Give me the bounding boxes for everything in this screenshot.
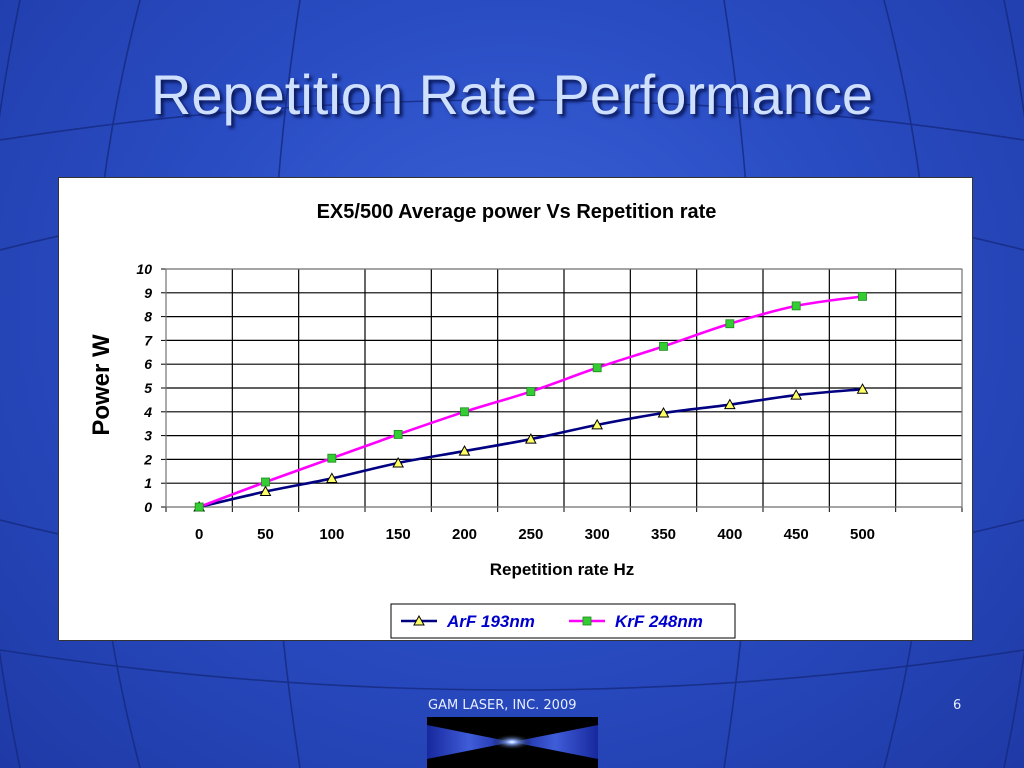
x-tick-label: 500 <box>850 526 875 543</box>
y-tick-label: 10 <box>136 261 152 277</box>
laser-logo-image <box>427 717 598 768</box>
series-2-point <box>194 502 204 512</box>
series-2-point <box>858 291 867 301</box>
series-2-point <box>526 387 536 396</box>
series-1-point <box>657 406 670 418</box>
x-axis-label: Repetition rate Hz <box>490 560 635 579</box>
series-1-point <box>458 445 471 456</box>
legend <box>390 603 736 639</box>
series-2-point <box>592 363 602 373</box>
series-1-point <box>591 418 604 430</box>
x-tick-label: 0 <box>195 526 203 543</box>
series-1-point <box>790 389 803 400</box>
legend-label: KrF 248nm <box>615 612 703 631</box>
series-2-point <box>659 341 668 351</box>
series-2-point <box>460 407 469 417</box>
legend-label: ArF 193nm <box>446 612 535 631</box>
footer-company: GAM LASER, INC. 2009 <box>428 698 577 713</box>
y-tick-label: 7 <box>144 332 153 348</box>
series-1-point <box>524 433 537 444</box>
line-chart: EX5/500 Average power Vs Repetition rate… <box>88 201 963 639</box>
slide-title: Repetition Rate Performance <box>150 63 874 126</box>
series-1-point <box>259 485 272 497</box>
y-tick-label: 9 <box>144 285 152 301</box>
y-tick-label: 8 <box>144 309 152 325</box>
series-2-point <box>393 430 403 439</box>
y-tick-label: 5 <box>144 380 152 396</box>
chart-container: EX5/500 Average power Vs Repetition rate… <box>58 177 973 641</box>
y-tick-label: 0 <box>144 499 152 515</box>
y-axis-label: Power W <box>88 334 115 436</box>
y-tick-label: 2 <box>143 451 152 467</box>
series-2-point <box>791 301 801 311</box>
series-1-point <box>325 472 338 483</box>
y-tick-label: 4 <box>143 404 152 420</box>
x-tick-label: 200 <box>452 526 477 543</box>
x-tick-label: 150 <box>386 526 411 543</box>
series-1-point <box>856 383 869 394</box>
x-tick-label: 400 <box>717 526 742 543</box>
y-tick-label: 3 <box>144 428 152 444</box>
x-tick-label: 450 <box>784 526 809 543</box>
x-tick-label: 350 <box>651 526 676 543</box>
series-2-point <box>261 477 270 487</box>
series-1-point <box>392 456 405 468</box>
chart-title: EX5/500 Average power Vs Repetition rate <box>317 201 717 223</box>
x-tick-label: 50 <box>257 526 274 543</box>
x-tick-label: 250 <box>518 526 543 543</box>
page-number: 6 <box>953 698 962 713</box>
legend-marker <box>413 614 425 626</box>
x-tick-label: 300 <box>585 526 610 543</box>
y-tick-label: 1 <box>144 475 152 491</box>
plot-area <box>165 268 963 508</box>
series-2-point <box>725 319 735 329</box>
y-tick-label: 6 <box>144 356 152 372</box>
x-tick-label: 100 <box>319 526 344 543</box>
series-2-point <box>327 453 337 463</box>
series-1-point <box>723 398 736 410</box>
legend-marker <box>582 616 592 626</box>
